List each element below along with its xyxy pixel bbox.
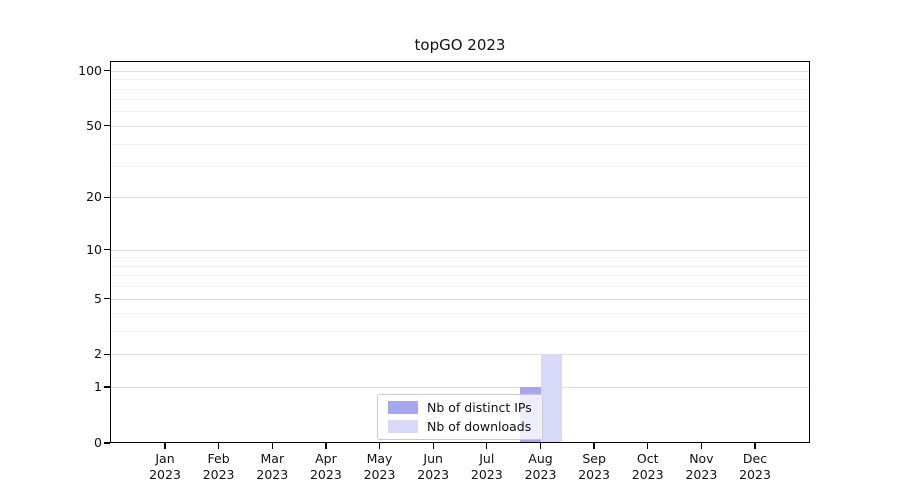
legend-item-downloads: Nb of downloads bbox=[388, 418, 532, 435]
gridline-minor-60 bbox=[110, 111, 810, 113]
y-tickmark-1 bbox=[104, 386, 110, 388]
plot-area: Nb of distinct IPs Nb of downloads bbox=[110, 61, 810, 443]
gridline-major-2 bbox=[110, 354, 810, 356]
legend: Nb of distinct IPs Nb of downloads bbox=[377, 394, 543, 440]
gridline-minor-40 bbox=[110, 143, 810, 145]
y-tick-label-50: 50 bbox=[86, 117, 102, 133]
gridline-major-20 bbox=[110, 197, 810, 199]
x-tick-label-aug: Aug 2023 bbox=[524, 451, 557, 482]
legend-label-distinct-ips: Nb of distinct IPs bbox=[427, 400, 532, 415]
x-tick-label-oct: Oct 2023 bbox=[631, 451, 664, 482]
y-tick-label-20: 20 bbox=[86, 189, 102, 205]
x-tickmark-sep bbox=[593, 443, 595, 449]
x-tickmark-oct bbox=[647, 443, 649, 449]
gridline-major-100 bbox=[110, 70, 810, 72]
legend-label-downloads: Nb of downloads bbox=[427, 419, 532, 434]
x-tickmark-dec bbox=[754, 443, 756, 449]
x-tickmark-feb bbox=[218, 443, 220, 449]
y-tick-label-5: 5 bbox=[94, 290, 102, 306]
x-tickmark-jan bbox=[164, 443, 166, 449]
gridline-minor-90 bbox=[110, 79, 810, 81]
gridline-major-1 bbox=[110, 387, 810, 389]
gridline-minor-6 bbox=[110, 286, 810, 288]
y-tickmark-20 bbox=[104, 196, 110, 199]
x-tickmark-jul bbox=[486, 443, 488, 449]
y-tickmark-100 bbox=[104, 70, 110, 72]
y-tick-label-10: 10 bbox=[86, 241, 102, 257]
y-tickmark-50 bbox=[104, 125, 110, 127]
x-tick-label-feb: Feb 2023 bbox=[202, 451, 235, 482]
x-tick-label-apr: Apr 2023 bbox=[309, 451, 342, 482]
y-tickmark-2 bbox=[104, 353, 110, 355]
x-tickmark-may bbox=[378, 443, 381, 449]
legend-swatch-downloads bbox=[388, 420, 418, 433]
x-tickmark-jun bbox=[432, 443, 434, 449]
gridline-minor-7 bbox=[110, 275, 810, 277]
y-tickmark-0 bbox=[104, 442, 110, 444]
gridline-minor-4 bbox=[110, 313, 810, 315]
x-tick-label-sep: Sep 2023 bbox=[578, 451, 610, 482]
x-tickmark-aug bbox=[539, 443, 542, 449]
gridline-major-5 bbox=[110, 298, 810, 300]
bar-nb-of-downloads-aug bbox=[540, 354, 562, 443]
gridline-minor-80 bbox=[110, 88, 810, 90]
x-tick-label-jun: Jun 2023 bbox=[417, 451, 450, 482]
x-tick-label-jul: Jul 2023 bbox=[470, 451, 503, 482]
plot-frame bbox=[110, 61, 810, 443]
y-tick-label-2: 2 bbox=[94, 346, 102, 362]
x-tick-label-may: May 2023 bbox=[363, 451, 396, 482]
gridline-major-50 bbox=[110, 125, 810, 127]
y-tick-label-0: 0 bbox=[94, 435, 102, 450]
gridline-minor-30 bbox=[110, 166, 810, 167]
x-tickmark-apr bbox=[325, 443, 327, 449]
y-tick-label-100: 100 bbox=[78, 62, 102, 78]
x-tickmark-nov bbox=[700, 443, 702, 449]
x-tick-label-mar: Mar 2023 bbox=[256, 451, 289, 482]
gridline-minor-70 bbox=[110, 99, 810, 101]
x-tickmark-mar bbox=[271, 443, 273, 449]
gridline-minor-8 bbox=[110, 265, 810, 267]
chart-title: topGO 2023 bbox=[414, 36, 506, 54]
x-tick-label-jan: Jan 2023 bbox=[149, 451, 181, 482]
gridline-minor-3 bbox=[110, 331, 810, 333]
y-tick-label-1: 1 bbox=[94, 379, 102, 395]
gridline-major-10 bbox=[110, 249, 810, 251]
y-tickmark-10 bbox=[104, 248, 110, 251]
legend-item-distinct-ips: Nb of distinct IPs bbox=[388, 399, 532, 416]
x-tick-label-nov: Nov 2023 bbox=[685, 451, 718, 482]
legend-swatch-distinct-ips bbox=[388, 401, 418, 414]
x-tick-label-dec: Dec 2023 bbox=[739, 451, 771, 482]
y-tickmark-5 bbox=[104, 297, 110, 300]
gridline-minor-9 bbox=[110, 257, 810, 259]
